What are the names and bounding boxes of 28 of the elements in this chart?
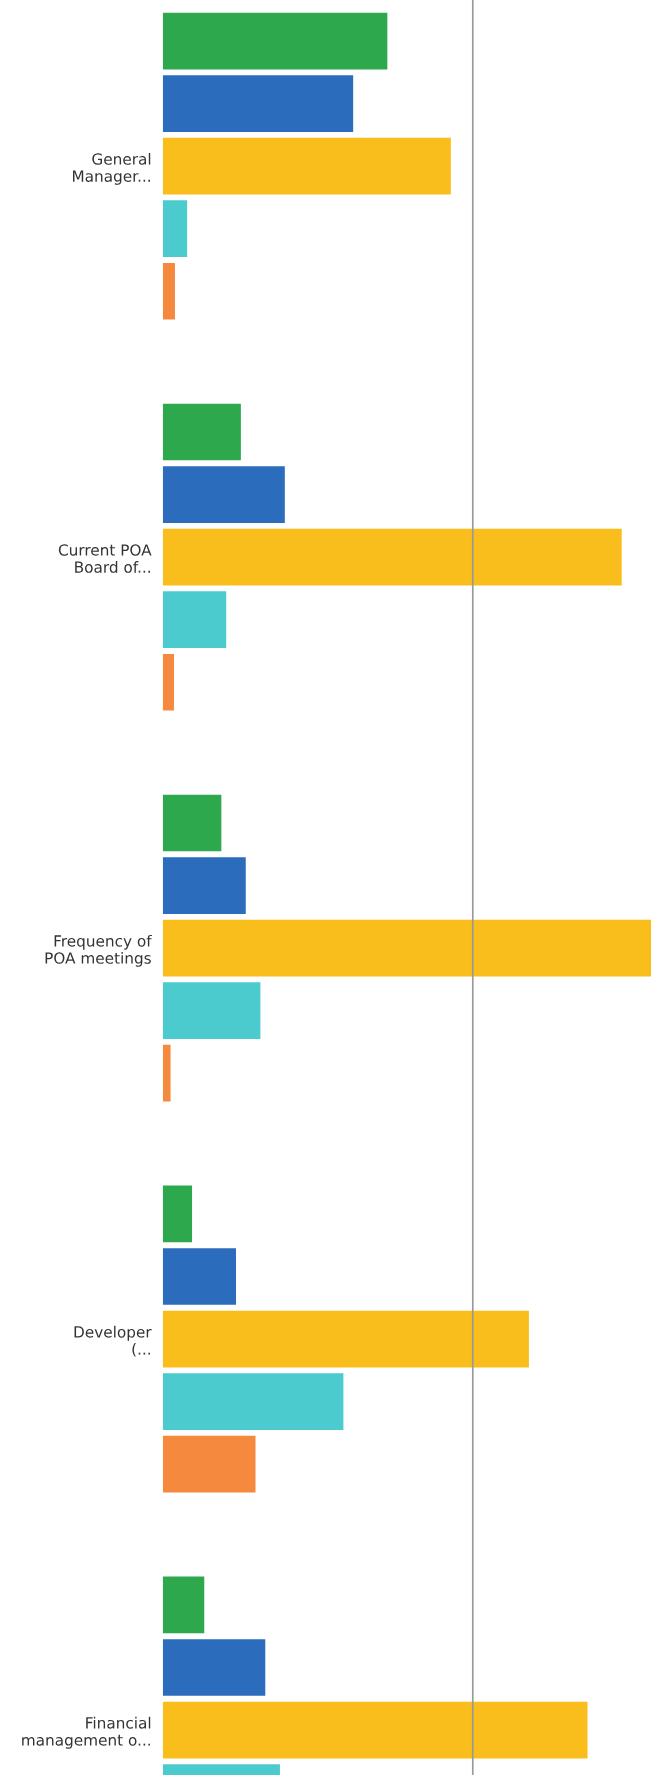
bar (162, 1185, 193, 1243)
bar (162, 1373, 344, 1430)
bar (162, 1576, 205, 1634)
bar (162, 1701, 588, 1759)
y-tick-label: Frequency of POA meetings (45, 934, 152, 967)
bar (162, 919, 651, 977)
bar (162, 137, 451, 195)
bar (162, 12, 388, 70)
bar (162, 262, 175, 320)
bar (162, 466, 285, 523)
bar (162, 982, 261, 1039)
bar (162, 200, 188, 258)
y-tick-label: Current POA Board of... (58, 544, 152, 573)
bar (162, 528, 622, 586)
y-tick-label: Financial management o... (22, 1716, 151, 1749)
bar (162, 794, 222, 852)
bar (162, 1248, 236, 1305)
bar (162, 403, 241, 461)
bar (162, 653, 174, 711)
y-tick-label: Developer (... (74, 1325, 152, 1357)
bar (162, 857, 246, 914)
y-tick-label: General Manager... (73, 152, 151, 185)
bar (162, 591, 227, 649)
bar (162, 1435, 256, 1493)
bar (162, 1639, 266, 1696)
bar (162, 1044, 171, 1102)
bar (162, 1310, 529, 1368)
bar (162, 75, 354, 132)
